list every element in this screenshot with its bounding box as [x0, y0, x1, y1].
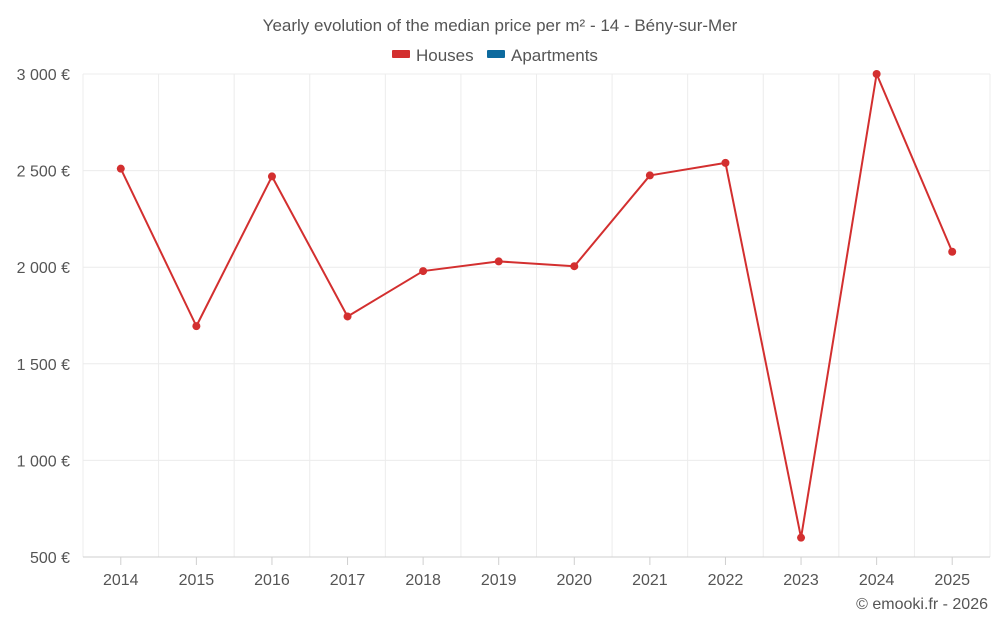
x-axis: 2014 2015 2016 2017 2018 2019 2020 2021 2022 2023… [83, 556, 990, 589]
x-tick-label: 2021 [632, 572, 668, 589]
data-point [797, 533, 806, 542]
y-tick-label: 500 € [30, 550, 70, 567]
data-point [721, 158, 730, 167]
legend-label-houses: Houses [416, 46, 474, 65]
y-tick-label: 1 000 € [17, 453, 70, 470]
x-tick-label: 2020 [556, 572, 592, 589]
y-axis: 500 € 1 000 € 1 500 € 2 000 € 2 500 € 3 000 € [17, 67, 70, 567]
y-tick-label: 3 000 € [17, 67, 70, 84]
data-point [116, 164, 125, 173]
x-tick-label: 2023 [783, 572, 819, 589]
credit-text: © emooki.fr - 2026 [856, 596, 988, 613]
x-tick-label: 2016 [254, 572, 290, 589]
x-tick-label: 2014 [103, 572, 139, 589]
legend-item-houses[interactable]: Houses [392, 46, 474, 65]
legend: Houses Apartments [392, 46, 598, 65]
data-point [192, 322, 201, 331]
x-tick-label: 2024 [859, 572, 895, 589]
data-point [872, 70, 881, 78]
x-tick-label: 2015 [179, 572, 215, 589]
chart-title: Yearly evolution of the median price per… [263, 16, 738, 35]
x-tick-label: 2019 [481, 572, 517, 589]
data-point [343, 312, 352, 321]
x-tick-label: 2017 [330, 572, 366, 589]
legend-item-apartments[interactable]: Apartments [487, 46, 598, 65]
data-point [419, 267, 428, 276]
gridlines [82, 73, 991, 557]
series-houses [116, 70, 957, 542]
data-point [494, 257, 503, 266]
data-point [267, 172, 276, 181]
legend-label-apartments: Apartments [511, 46, 598, 65]
y-tick-label: 2 000 € [17, 260, 70, 277]
series-line [119, 73, 954, 539]
y-tick-label: 2 500 € [17, 164, 70, 181]
data-point [645, 171, 654, 180]
data-point [948, 247, 957, 256]
data-point [570, 262, 579, 271]
legend-swatch-houses [392, 50, 410, 58]
legend-swatch-apartments [487, 50, 505, 58]
x-tick-label: 2025 [934, 572, 970, 589]
x-tick-label: 2022 [708, 572, 744, 589]
y-tick-label: 1 500 € [17, 357, 70, 374]
x-tick-label: 2018 [405, 572, 441, 589]
